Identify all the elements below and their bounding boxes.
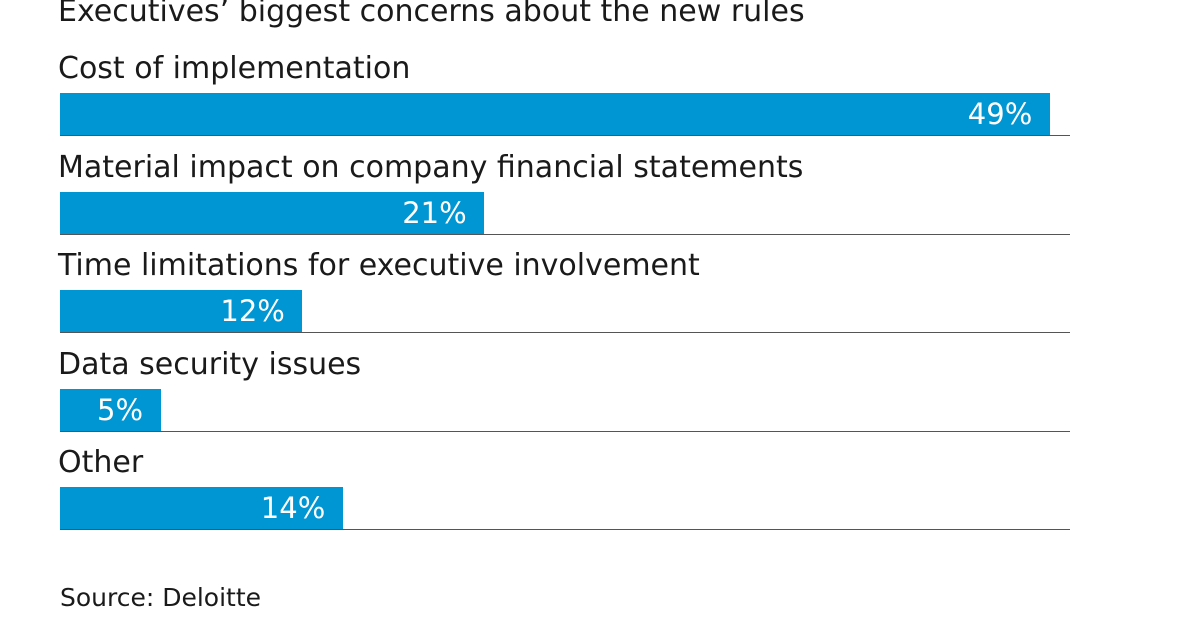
category-label: Time limitations for executive involveme… [58, 248, 700, 283]
bar-value-label: 49% [967, 97, 1033, 131]
source-note: Source: Deloitte [60, 583, 262, 612]
row-divider [60, 430, 1070, 432]
category-label: Material impact on company financial sta… [58, 149, 804, 185]
bar [60, 388, 161, 431]
bar-value-label: 21% [402, 195, 467, 230]
bar [60, 290, 303, 332]
category-label: Data security issues [58, 346, 362, 382]
row-divider [60, 332, 1070, 333]
bar-value-label: 14% [260, 491, 326, 525]
row-divider [60, 529, 1070, 530]
category-label: Cost of implementation [58, 51, 411, 86]
bar [60, 487, 343, 529]
row-divider [60, 233, 1070, 235]
bar [60, 191, 485, 234]
chart-title: Executives’ biggest concerns about the n… [58, 0, 805, 29]
bar-value-label: 5% [97, 392, 144, 427]
category-label: Other [58, 445, 144, 480]
bar-value-label: 12% [220, 294, 285, 328]
bar [60, 93, 1050, 135]
row-divider [60, 135, 1070, 136]
